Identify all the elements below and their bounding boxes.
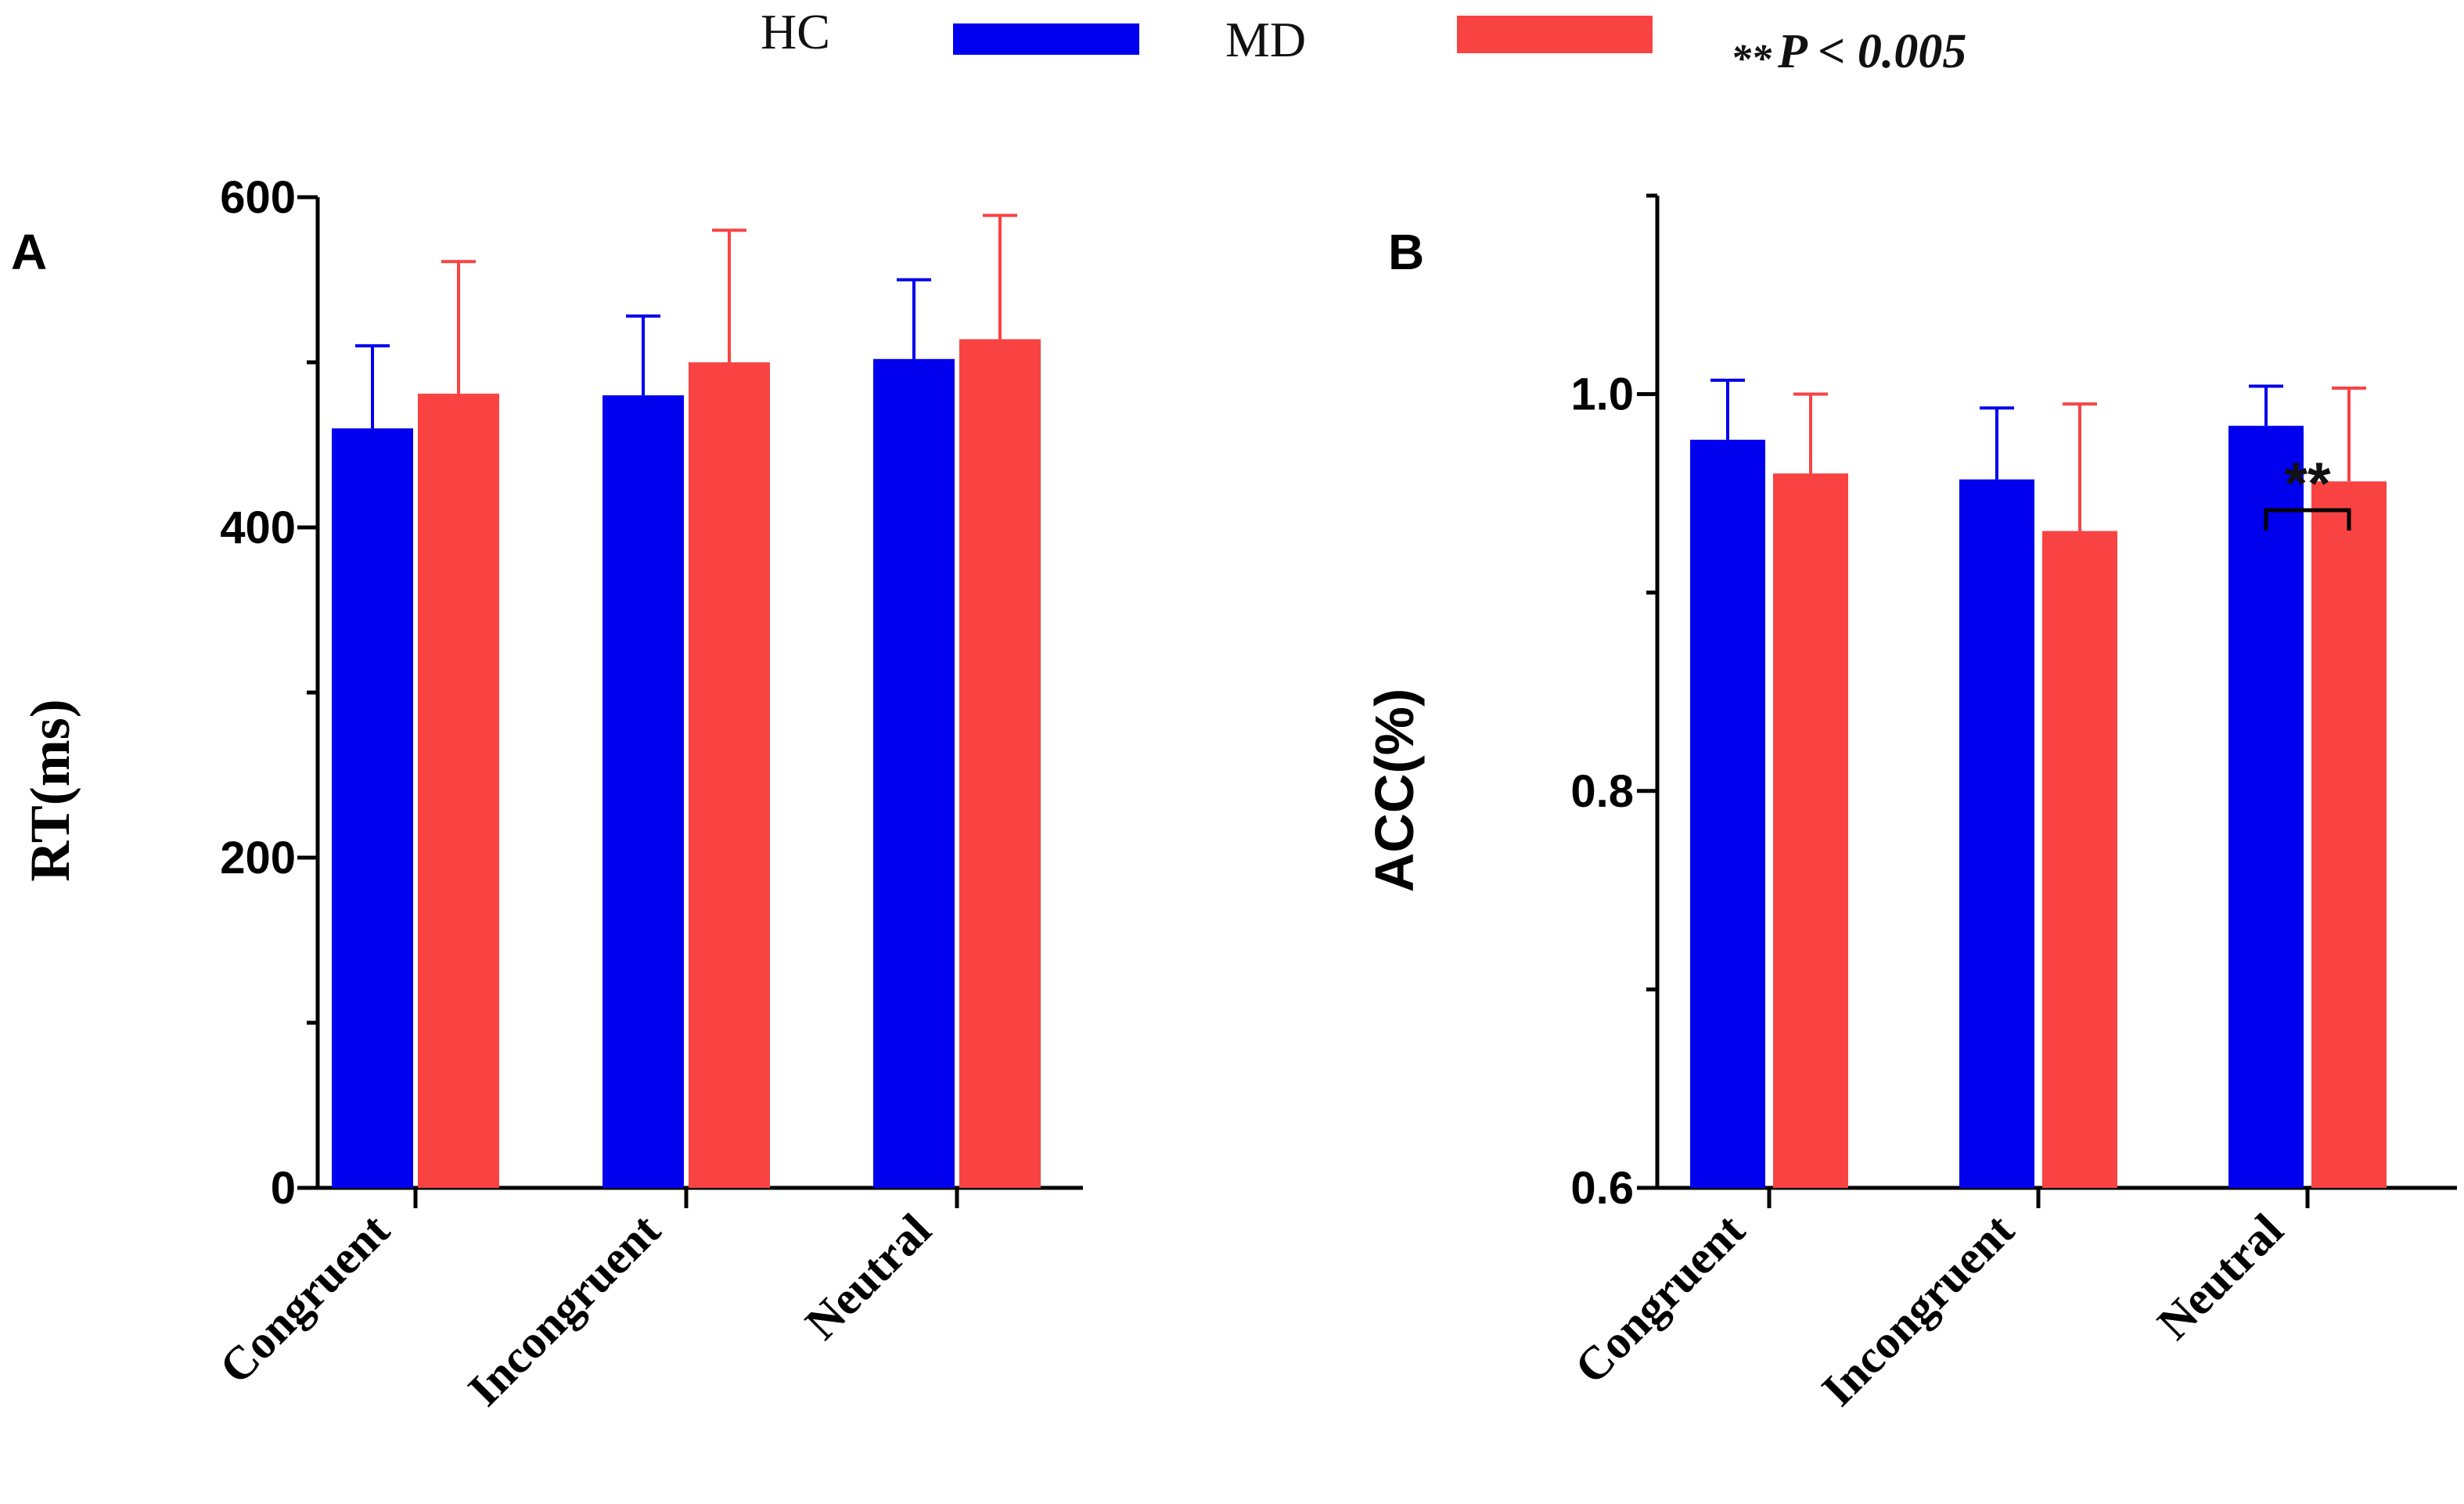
panel-a-y-tick-label: 400 [220,502,296,553]
panel-a-md-bar [689,362,770,1188]
panel-b-md-bar [2042,531,2117,1188]
panel-b-y-tick-label: 1.0 [1570,369,1634,420]
panel-b-letter: B [1388,224,1424,280]
legend: HC MD ** P < 0.005 [761,4,1966,81]
panel-b-y-axis-title: ACC(%) [1364,689,1425,893]
panel-b-md-bar [2311,481,2387,1188]
legend-md-swatch [1457,16,1653,53]
panel-a-y-tick-label: 200 [220,833,296,883]
panel-b-md-bar [1773,473,1848,1188]
panel-b-significance-bracket [2264,508,2351,531]
panel-a-y-tick-label: 0 [271,1163,296,1214]
panel-a-hc-bar [873,358,955,1188]
panel-b-x-category-label: Congruent [1565,1204,1754,1394]
panel-b-y-tick-label: 0.6 [1570,1163,1634,1214]
panel-a-hc-bar [332,428,413,1188]
legend-md-label: MD [1225,12,1306,67]
panel-b-hc-bar [2228,426,2304,1188]
legend-significance-stars: ** [1731,37,1772,81]
panel-b-significance-stars: ** [2284,451,2331,517]
panel-b-x-category-label: Neutral [2147,1204,2293,1350]
panel-a-x-category-label: Congruent [210,1204,399,1394]
panel-a-y-axis-title: RT(ms) [19,699,81,881]
panel-a-x-category-label: Incongruent [459,1204,671,1416]
legend-significance-note: ** P < 0.005 [1731,25,1966,81]
panel-b-y-tick-label: 0.8 [1570,766,1634,817]
panel-a-rt-chart: RT(ms) 0 200 400 600 Congruent Incongruent Neu… [19,172,1083,1416]
panel-a-x-category-label: Neutral [795,1204,941,1350]
legend-significance-text: P < 0.005 [1777,25,1966,78]
panel-a-md-bar [959,339,1041,1189]
panel-b-hc-bar [1690,439,1765,1188]
panel-b-hc-bar [1959,479,2034,1188]
panel-b-acc-chart: ACC(%) 0.6 0.8 1.0 Congruent Incongruent Neut… [1364,193,2457,1416]
legend-hc-label: HC [761,4,830,59]
panel-a-hc-bar [603,395,684,1188]
panel-a-md-bar [418,394,499,1189]
panel-a-y-tick-label: 600 [220,172,296,223]
legend-hc-swatch [953,23,1139,55]
panel-a-letter: A [11,224,47,280]
panel-b-x-category-label: Incongruent [1812,1204,2024,1416]
